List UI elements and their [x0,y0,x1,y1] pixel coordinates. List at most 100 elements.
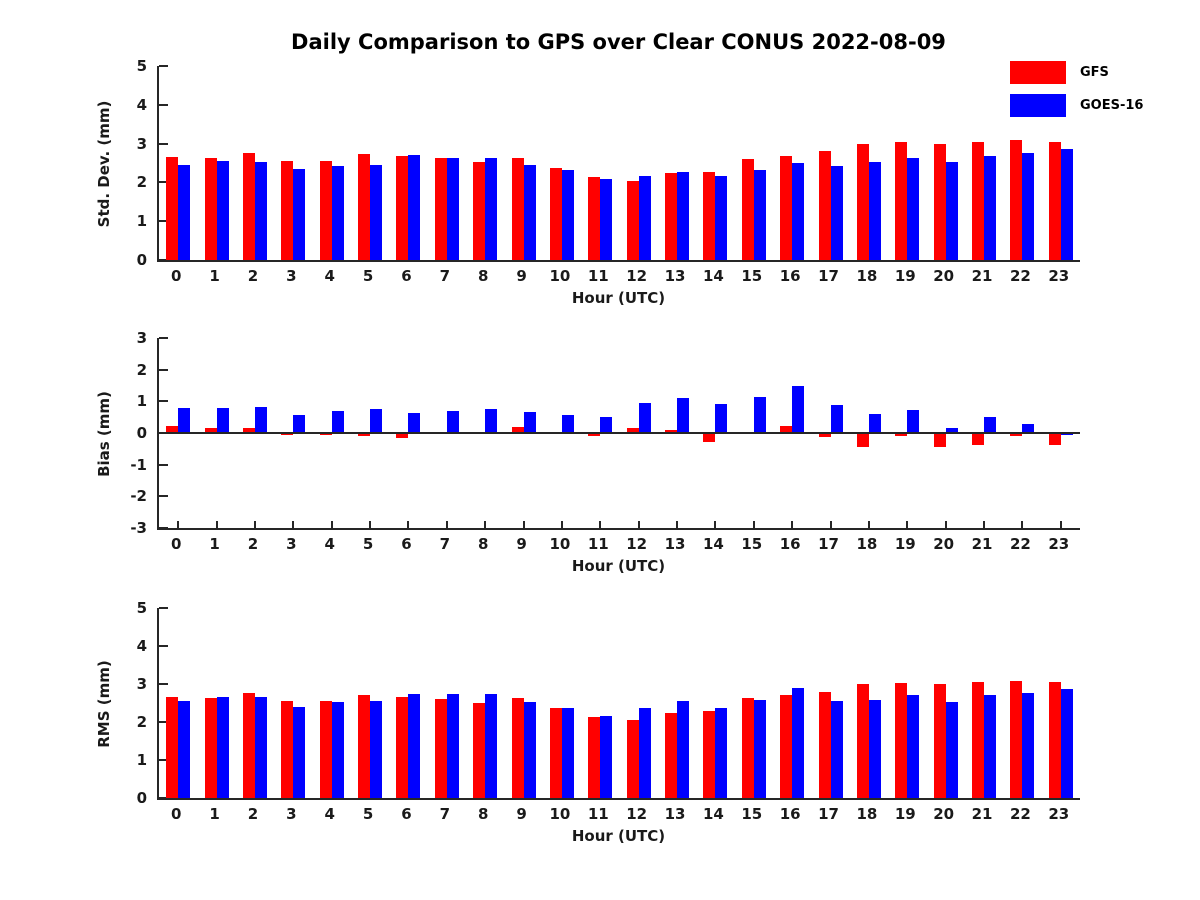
bar-goes16-h0 [178,407,191,433]
y-tick-label: 0 [136,789,147,807]
x-tick-label: 15 [741,535,763,553]
bar-gfs-h6 [396,156,409,260]
bar-gfs-h19 [895,682,908,798]
bar-gfs-h9 [511,698,524,798]
y-tick-label: 2 [136,713,147,731]
x-tick-label: 18 [856,267,878,285]
bar-goes16-h11 [600,416,613,433]
x-tick-label: 16 [779,535,801,553]
x-tick [791,521,794,528]
y-tick [159,797,168,799]
x-tick-label: 23 [1048,267,1070,285]
x-tick-label: 22 [1010,267,1031,285]
bar-gfs-h10 [549,167,562,260]
bar-gfs-h11 [588,177,601,260]
x-tick-label: 14 [703,535,724,553]
bar-goes16-h17 [830,700,843,798]
x-tick [253,521,256,528]
y-tick [159,142,168,145]
bar-goes16-h18 [868,700,881,798]
bar-goes16-h22 [1022,152,1035,260]
x-tick-label: 10 [549,267,571,285]
bar-gfs-h17 [818,150,831,260]
x-tick-label: 21 [971,535,993,553]
x-tick [407,521,410,528]
bar-goes16-h8 [485,693,498,798]
legend: GFS GOES-16 [1010,61,1143,127]
x-tick-label: 0 [170,805,182,823]
bar-gfs-h0 [166,696,179,798]
x-tick-label: 7 [439,805,451,823]
x-tick-label: 19 [894,267,916,285]
bar-gfs-h18 [856,433,869,447]
x-tick-label: 7 [439,535,451,553]
bar-gfs-h2 [242,152,255,260]
chart-title: Daily Comparison to GPS over Clear CONUS… [291,30,946,54]
bar-gfs-h4 [319,700,332,798]
bar-gfs-h10 [549,707,562,798]
x-tick-label: 20 [933,805,955,823]
x-tick-label: 17 [818,805,839,823]
y-tick [159,683,168,685]
bar-goes16-h1 [216,696,229,798]
x-tick-label: 22 [1010,535,1031,553]
bar-gfs-h6 [396,696,409,798]
bar-goes16-h3 [293,169,306,260]
legend-item-goes16: GOES-16 [1010,94,1143,117]
x-tick-label: 14 [703,805,724,823]
x-tick-label: 11 [587,535,609,553]
x-tick-label: 1 [209,267,220,285]
x-tick-label: 18 [856,535,878,553]
x-tick-label: 9 [516,267,527,285]
bar-gfs-h7 [434,158,447,260]
x-tick-label: 18 [856,805,878,823]
bar-gfs-h17 [818,433,831,437]
x-tick-label: 0 [170,535,182,553]
x-tick [522,521,525,528]
bar-goes16-h11 [600,178,613,260]
bar-gfs-h23 [1048,682,1061,798]
y-tick-label: -2 [130,487,147,506]
y-tick [159,400,168,403]
bar-gfs-h2 [242,427,255,433]
bar-goes16-h7 [446,694,459,798]
x-tick-label: 10 [549,535,571,553]
bar-goes16-h12 [638,402,651,433]
y-tick-label: 5 [136,57,147,75]
bar-goes16-h18 [868,414,881,433]
bar-gfs-h13 [665,430,678,433]
bar-goes16-h23 [1060,148,1073,260]
bar-goes16-h20 [945,427,958,433]
bar-goes16-h13 [677,171,690,260]
bar-gfs-h6 [396,433,409,439]
x-tick-label: 23 [1048,805,1070,823]
y-tick-label: 3 [136,329,147,347]
bar-goes16-h16 [792,385,805,433]
x-tick [906,521,909,528]
x-axis-label: Hour (UTC) [571,289,666,307]
y-tick-label: 4 [136,95,147,114]
x-tick-label: 13 [664,535,686,553]
x-tick-label: 6 [401,535,412,553]
bar-goes16-h6 [408,693,421,798]
legend-swatch-goes16 [1010,94,1066,117]
bar-goes16-h10 [561,707,574,798]
bar-gfs-h19 [895,142,908,260]
x-tick-label: 5 [362,535,374,553]
bar-goes16-h4 [331,701,344,798]
x-tick-label: 7 [439,267,451,285]
bar-gfs-h9 [511,158,524,260]
x-tick-label: 21 [971,805,993,823]
y-tick [159,495,168,498]
x-tick [867,521,870,528]
x-tick-label: 4 [324,805,335,823]
legend-label-gfs: GFS [1080,65,1109,80]
bar-goes16-h17 [830,166,843,260]
y-tick [159,607,168,609]
x-tick-label: 17 [818,267,839,285]
bar-goes16-h6 [408,155,421,260]
bar-gfs-h5 [358,433,371,437]
bar-gfs-h18 [856,144,869,260]
bar-gfs-h20 [933,433,946,447]
x-tick-label: 9 [516,805,527,823]
